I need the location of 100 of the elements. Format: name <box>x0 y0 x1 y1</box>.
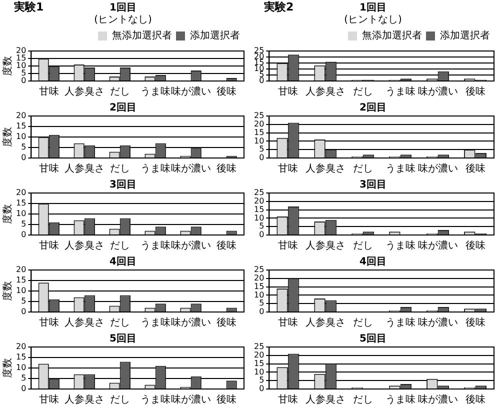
y-tick-label: 15 <box>16 198 26 208</box>
y-tick-label: 0 <box>259 384 264 394</box>
chart-title: 1回目 <box>110 2 136 14</box>
chart-title: 5回目 <box>110 334 136 345</box>
y-tick-label: 15 <box>16 276 26 285</box>
x-tick-label: うま味 <box>385 316 416 329</box>
legend-label: 無添加選択者 <box>362 30 422 42</box>
y-tick-label: 5 <box>259 376 264 385</box>
x-tick-label: だし <box>352 86 373 98</box>
x-tick-label: うま味 <box>385 86 416 98</box>
x-tick-label: 味が濃い <box>418 162 458 175</box>
y-tick-label: 5 <box>21 142 26 152</box>
chart-title: 1回目 <box>360 2 386 14</box>
y-tick-label: 0 <box>259 76 264 86</box>
x-tick-label: 後味 <box>216 162 236 175</box>
x-tick-label: 後味 <box>216 316 236 329</box>
text: 実験1 <box>13 0 44 14</box>
x-tick-label: 人参臭さ <box>305 394 346 406</box>
y-tick-label: 25 <box>254 111 264 120</box>
x-tick-label: 味が濃い <box>418 240 458 252</box>
x-tick-label: 甘味 <box>38 240 59 252</box>
x-tick-label: 味が濃い <box>418 394 458 406</box>
x-tick-label: 後味 <box>465 240 486 252</box>
y-tick-label: 15 <box>254 358 264 368</box>
y-tick-label: 20 <box>16 188 26 198</box>
y-tick-label: 0 <box>21 153 26 162</box>
y-axis-title: 度数 <box>2 56 14 76</box>
y-tick-label: 5 <box>259 144 264 154</box>
x-tick-label: 人参臭さ <box>305 86 346 98</box>
x-tick-label: 人参臭さ <box>305 316 346 329</box>
x-tick-label: うま味 <box>140 86 170 98</box>
x-tick-label: だし <box>110 164 130 175</box>
y-tick-label: 20 <box>254 196 264 206</box>
x-tick-label: だし <box>110 394 130 406</box>
legend-label: 添加選択者 <box>440 30 490 42</box>
x-tick-label: 人参臭さ <box>64 394 104 406</box>
y-tick-label: 0 <box>21 76 26 86</box>
chart-title: 2回目 <box>110 102 136 114</box>
y-tick-label: 5 <box>21 296 26 306</box>
y-tick-label: 20 <box>254 119 264 128</box>
chart-title: 3回目 <box>110 180 136 191</box>
y-tick-label: 0 <box>21 230 26 240</box>
chart-title: 4回目 <box>110 256 136 268</box>
y-tick-label: 10 <box>16 286 26 296</box>
x-tick-label: 味が濃い <box>170 162 211 175</box>
y-tick-label: 25 <box>254 265 264 274</box>
x-tick-label: 甘味 <box>278 86 298 98</box>
y-tick-label: 10 <box>254 136 264 146</box>
y-axis-title: 度数 <box>2 281 14 301</box>
chart-title: 4回目 <box>360 256 386 268</box>
x-tick-label: だし <box>352 318 373 329</box>
y-tick-label: 10 <box>16 132 26 142</box>
x-tick-label: 人参臭さ <box>305 162 346 175</box>
x-tick-label: うま味 <box>140 162 170 175</box>
y-tick-label: 0 <box>21 307 26 316</box>
chart-title: 5回目 <box>360 334 386 345</box>
y-axis-title: 度数 <box>2 204 14 224</box>
x-tick-label: 後味 <box>216 394 236 406</box>
y-tick-label: 0 <box>259 307 264 316</box>
y-tick-label: 10 <box>254 367 264 376</box>
y-tick-label: 15 <box>16 352 26 362</box>
y-tick-label: 20 <box>16 342 26 352</box>
x-tick-label: 味が濃い <box>170 394 211 406</box>
y-tick-label: 15 <box>16 54 26 63</box>
y-tick-label: 5 <box>21 68 26 78</box>
x-tick-label: だし <box>352 164 373 175</box>
x-tick-label: だし <box>110 86 130 98</box>
x-tick-label: 甘味 <box>38 394 59 406</box>
legend-label: 添加選択者 <box>190 30 240 42</box>
x-tick-label: うま味 <box>140 316 170 329</box>
y-tick-label: 15 <box>254 128 264 137</box>
y-tick-label: 0 <box>259 153 264 162</box>
x-tick-label: 後味 <box>465 162 486 175</box>
text: 実験2 <box>263 0 294 14</box>
y-tick-label: 15 <box>254 282 264 291</box>
x-tick-label: 人参臭さ <box>64 162 104 175</box>
x-tick-label: 甘味 <box>278 240 298 252</box>
x-tick-label: うま味 <box>385 394 416 406</box>
x-tick-label: だし <box>352 240 373 252</box>
x-tick-label: 甘味 <box>278 162 298 175</box>
y-tick-label: 5 <box>21 374 26 383</box>
x-tick-label: 後味 <box>465 394 486 406</box>
x-tick-label: うま味 <box>140 394 170 406</box>
y-tick-label: 15 <box>254 204 264 214</box>
chart-title: 3回目 <box>360 180 386 191</box>
x-tick-label: うま味 <box>385 162 416 175</box>
y-tick-label: 0 <box>259 230 264 240</box>
x-tick-label: 甘味 <box>38 162 59 175</box>
y-tick-label: 20 <box>16 46 26 56</box>
x-tick-label: 味が濃い <box>170 240 211 252</box>
y-tick-label: 20 <box>254 350 264 360</box>
y-tick-label: 25 <box>254 188 264 198</box>
legend-label: 無添加選択者 <box>112 30 172 42</box>
x-tick-label: 甘味 <box>278 394 298 406</box>
y-tick-label: 10 <box>254 213 264 222</box>
x-tick-label: 後味 <box>465 316 486 329</box>
x-tick-label: だし <box>110 240 130 252</box>
x-tick-label: 人参臭さ <box>305 240 346 252</box>
x-tick-label: 甘味 <box>278 316 298 329</box>
x-tick-label: 後味 <box>465 86 486 98</box>
